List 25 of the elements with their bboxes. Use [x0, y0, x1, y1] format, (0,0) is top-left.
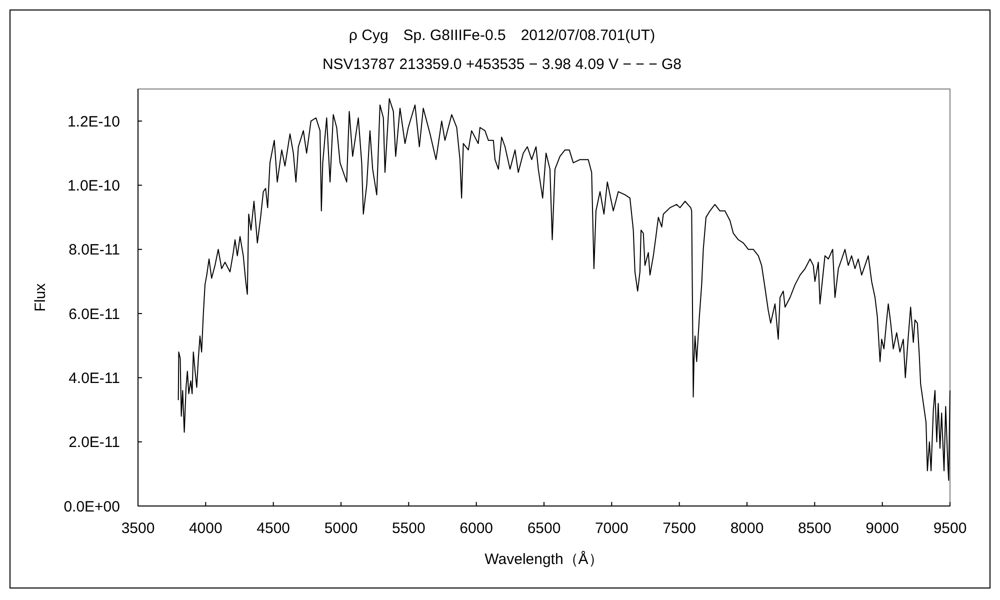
y-tick-label: 0.0E+00 — [64, 498, 120, 516]
line-series — [178, 98, 950, 481]
y-tick-label: 6.0E-11 — [68, 306, 120, 323]
chart-subtitle: NSV13787 213359.0 +453535 − 3.98 4.09 V − − − G8 — [322, 56, 682, 73]
x-tick-label: 7000 — [594, 520, 628, 537]
chart-title: ρ Cyg Sp. G8IIIFe-0.5 2012/07/08.701(UT) — [348, 27, 656, 44]
x-tick-label: 5500 — [392, 520, 426, 537]
y-tick-label: 1.0E-10 — [67, 177, 120, 194]
x-tick-label: 8000 — [730, 520, 764, 537]
x-tick-label: 8500 — [798, 520, 832, 537]
x-tick-label: 4000 — [188, 520, 222, 537]
y-axis-title: Flux — [32, 282, 49, 312]
x-tick-label: 3500 — [121, 520, 155, 537]
x-tick-label: 6500 — [527, 520, 561, 537]
x-tick-label: 5000 — [324, 520, 358, 537]
y-tick-label: 4.0E-11 — [68, 370, 120, 387]
x-tick-label: 4500 — [256, 520, 290, 537]
y-tick-label: 2.0E-11 — [68, 434, 120, 452]
y-tick-label: 1.2E-10 — [67, 113, 120, 130]
x-axis-title: Wavelength（Å） — [484, 550, 604, 568]
x-tick-label: 9000 — [866, 520, 900, 537]
x-tick-label: 7500 — [662, 520, 696, 537]
y-tick-label: 8.0E-11 — [68, 242, 120, 259]
x-tick-label: 9500 — [933, 520, 967, 537]
x-tick-label: 6000 — [460, 520, 494, 537]
